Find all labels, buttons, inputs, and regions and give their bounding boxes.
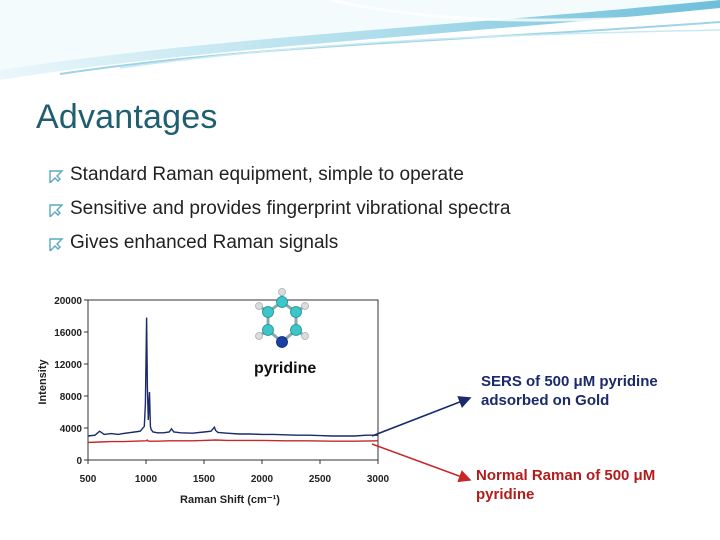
bullet-icon: [49, 170, 64, 183]
x-axis-label: Raman Shift (cm⁻¹): [180, 494, 280, 506]
x-tick-label: 2500: [309, 474, 332, 485]
x-tick-label: 2000: [251, 474, 274, 485]
x-tick-label: 500: [80, 474, 97, 485]
bullet-text: Standard Raman equipment, simple to oper…: [70, 164, 464, 185]
y-axis: 0 4000 8000 12000 16000 20000: [54, 296, 88, 467]
normal-raman-label-line: Normal Raman of 500 μM: [476, 467, 656, 484]
y-tick-label: 20000: [54, 296, 82, 307]
sers-arrow: [371, 396, 472, 437]
normal-raman-label: Normal Raman of 500 μM pyridine: [476, 466, 655, 504]
x-tick-label: 1000: [135, 474, 158, 485]
bullet-icon: [49, 238, 64, 251]
slide-title: Advantages: [36, 98, 218, 136]
bullet-item: Standard Raman equipment, simple to oper…: [46, 158, 510, 192]
sers-label-line: adsorbed on Gold: [481, 392, 610, 409]
raman-spectrum-chart: 0 4000 8000 12000 16000 20000 500 1000 1500 2000…: [37, 296, 390, 506]
y-tick-label: 8000: [60, 392, 83, 403]
bullet-text: Gives enhanced Raman signals: [70, 232, 339, 253]
y-tick-label: 12000: [54, 360, 82, 371]
normal-raman-spectrum-line: [87, 439, 379, 444]
normal-raman-label-line: pyridine: [476, 486, 535, 503]
pyridine-label: pyridine: [254, 360, 317, 377]
normal-raman-arrow: [371, 443, 472, 483]
sers-spectrum-line: [87, 317, 378, 437]
y-axis-label: Intensity: [37, 359, 49, 405]
sers-label: SERS of 500 μM pyridine adsorbed on Gold: [481, 372, 658, 410]
y-tick-label: 16000: [54, 328, 82, 339]
x-tick-label: 1500: [193, 474, 216, 485]
y-tick-label: 0: [76, 456, 82, 467]
y-tick-label: 4000: [60, 424, 83, 435]
bullet-item: Sensitive and provides fingerprint vibra…: [46, 192, 510, 226]
sers-label-line: SERS of 500 μM pyridine: [481, 373, 658, 390]
x-axis: 500 1000 1500 2000 2500 3000: [80, 460, 390, 485]
header-wave: [0, 0, 720, 80]
plot-frame: [87, 299, 379, 461]
bullet-item: Gives enhanced Raman signals: [46, 226, 510, 260]
bullet-icon: [49, 204, 64, 217]
bullet-text: Sensitive and provides fingerprint vibra…: [70, 198, 511, 219]
bullet-list: Standard Raman equipment, simple to oper…: [46, 158, 510, 260]
pyridine-molecule-icon: [255, 288, 309, 348]
spectrum-series: [87, 317, 379, 444]
x-tick-label: 3000: [367, 474, 390, 485]
